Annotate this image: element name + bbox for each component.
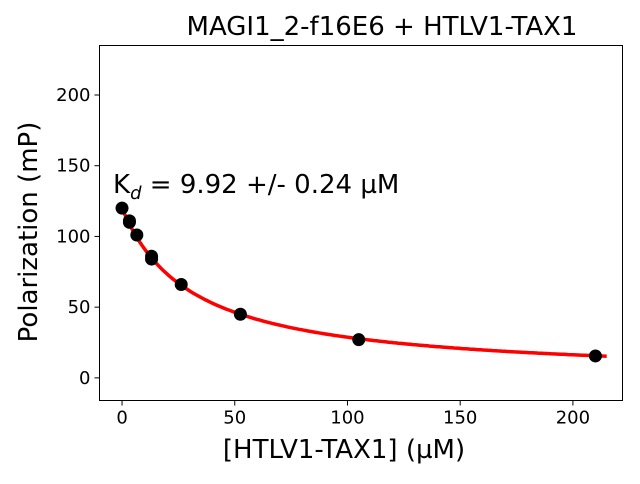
y-tick-label: 50 [68,297,91,318]
chart-title: MAGI1_2-f16E6 + HTLV1-TAX1 [187,12,578,42]
data-point [130,228,144,242]
data-point [145,252,159,266]
data-point [352,333,366,347]
fit-curve [120,207,607,358]
x-tick-label: 100 [330,408,364,429]
x-tick-label: 50 [223,408,246,429]
y-axis: 0 50 100 150 200 [56,85,100,389]
data-point [115,201,129,215]
kd-annotation: Kd = 9.92 +/- 0.24 µM [113,170,399,204]
data-point [122,215,136,229]
data-point [588,349,602,363]
data-point [174,278,188,292]
data-point [233,307,247,321]
y-tick-label: 200 [56,85,90,106]
plot-frame [99,45,623,401]
y-tick-label: 150 [56,156,90,177]
x-axis-label: [HTLV1-TAX1] (µM) [223,435,465,465]
x-tick-label: 0 [116,408,127,429]
data-points [115,201,602,363]
x-tick-label: 150 [443,408,477,429]
x-axis: 0 50 100 150 200 [116,400,590,429]
x-tick-label: 200 [556,408,590,429]
y-tick-label: 0 [79,368,90,389]
y-axis-label: Polarization (mP) [14,122,44,343]
y-tick-label: 100 [56,226,90,247]
